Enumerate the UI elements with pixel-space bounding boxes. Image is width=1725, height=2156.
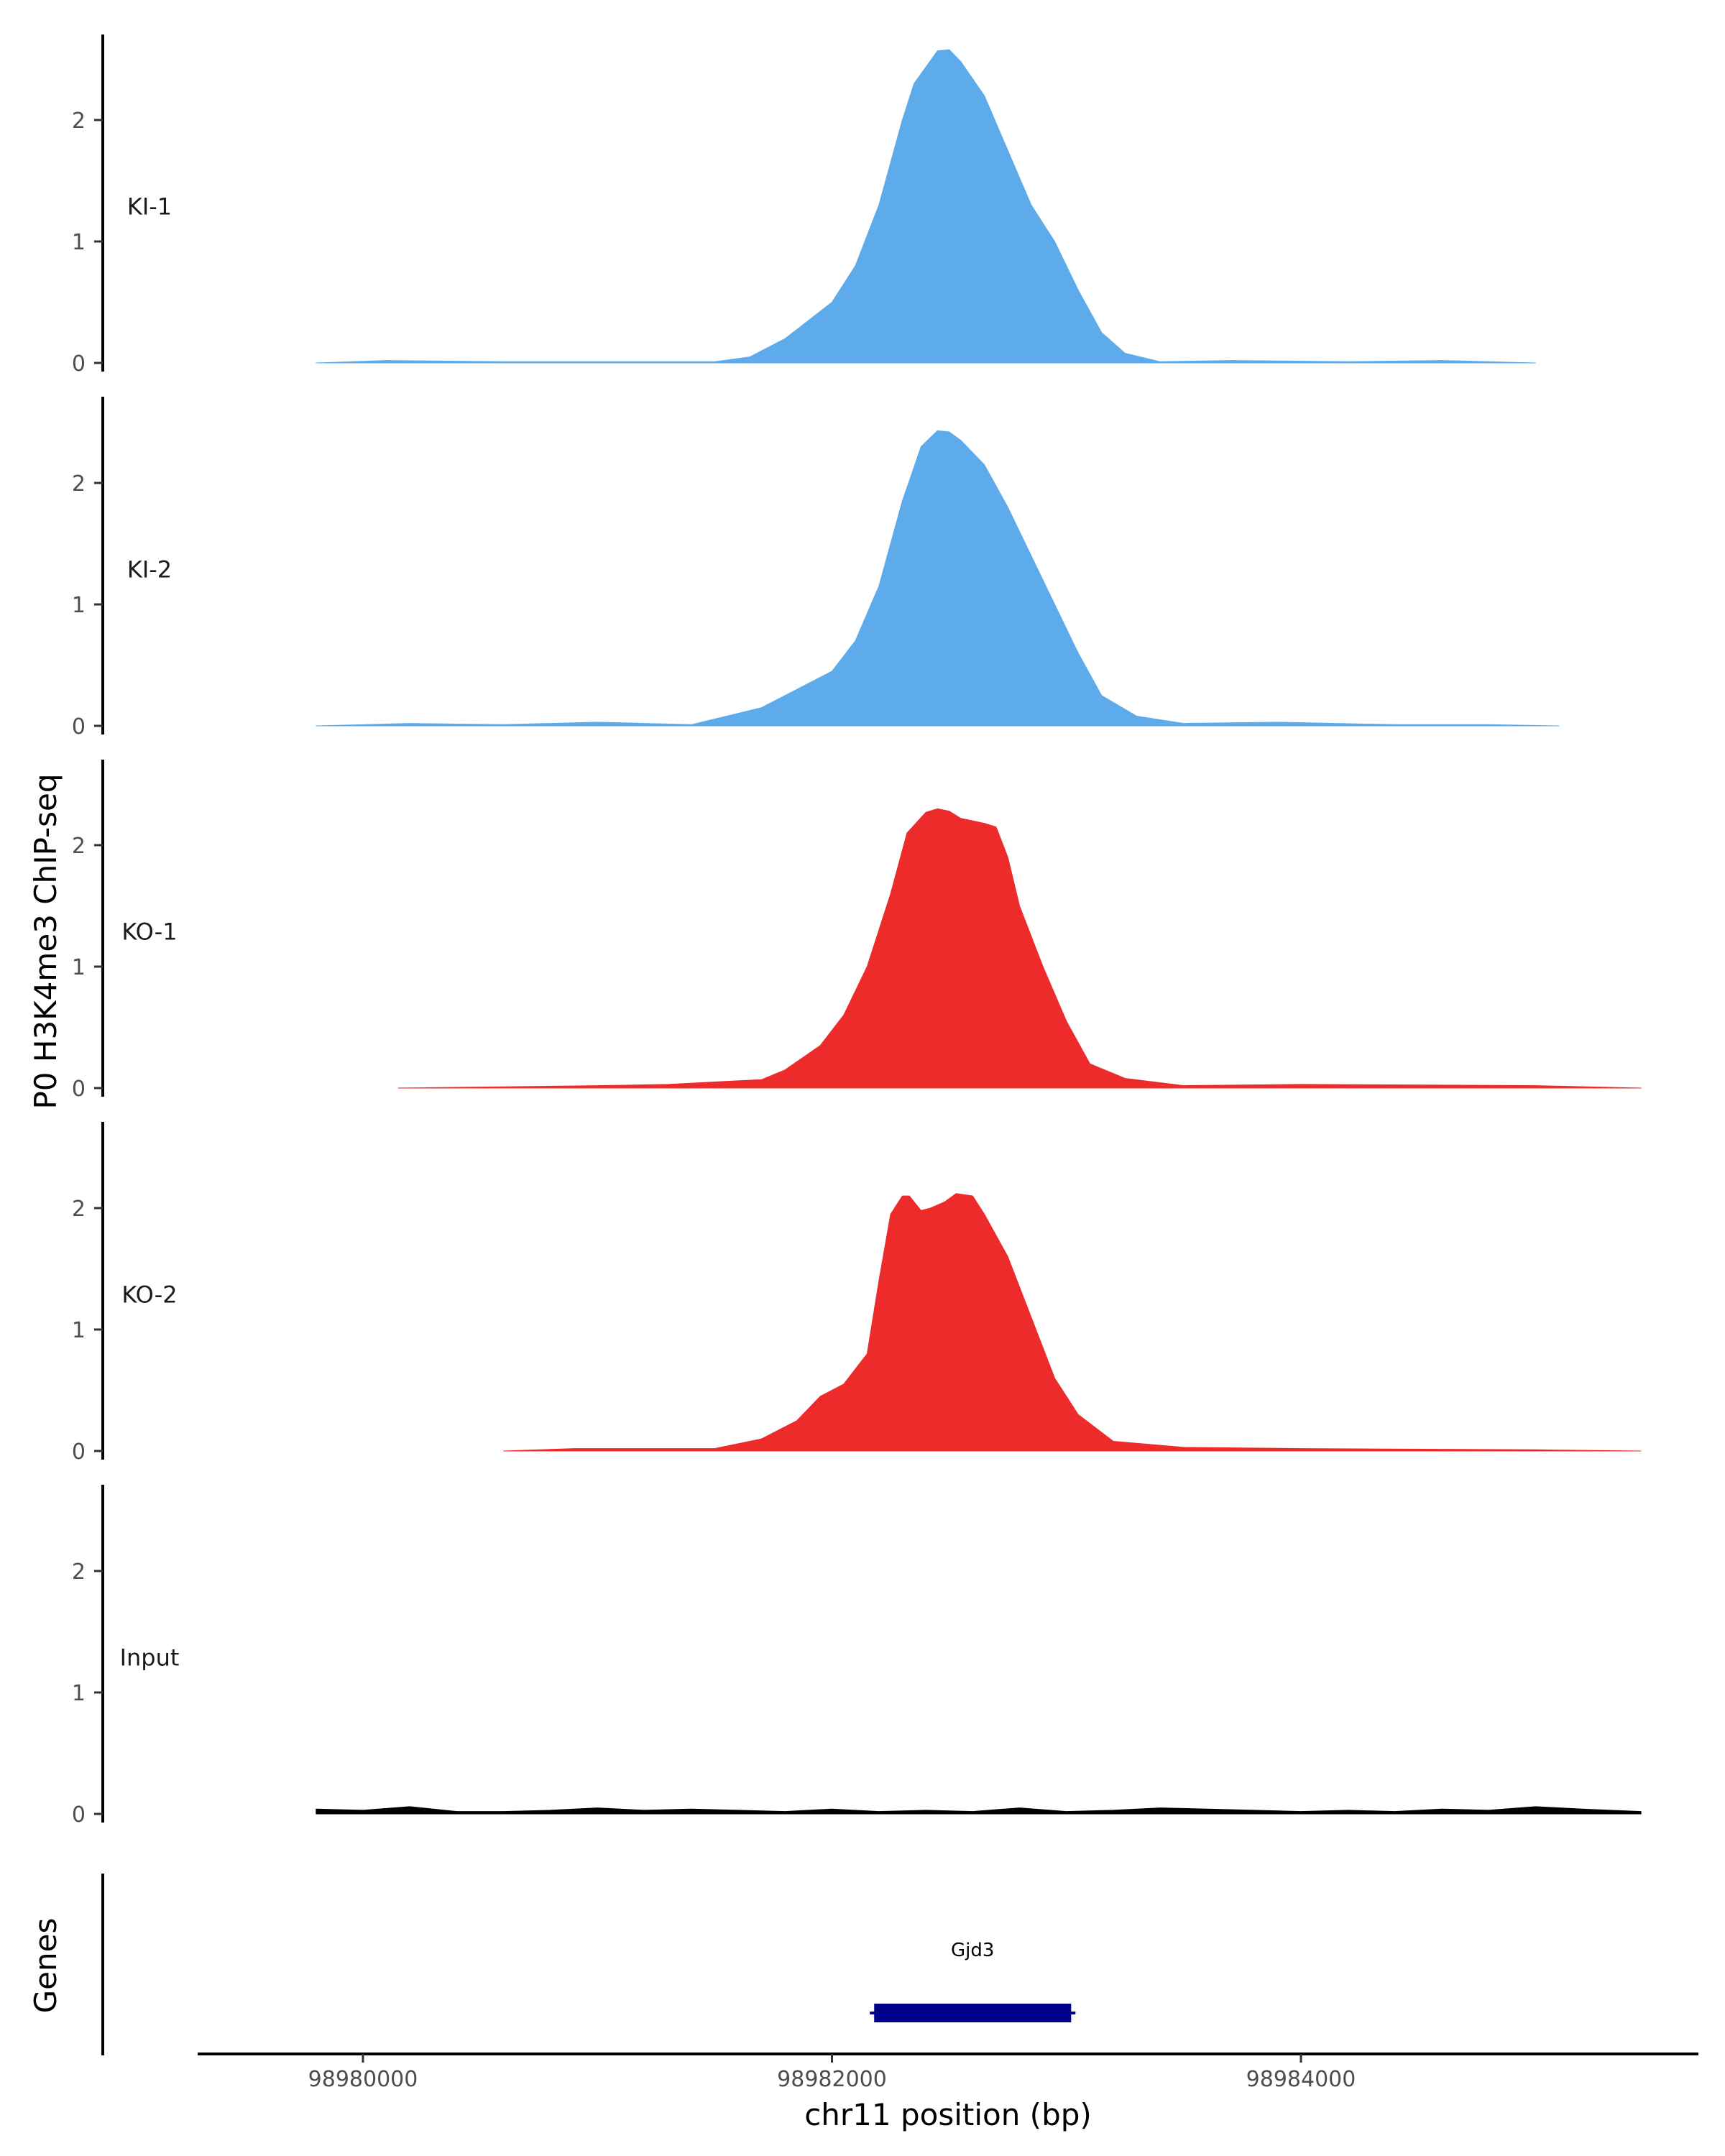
x-tick-label: 98984000 (1246, 2067, 1356, 2092)
track-input: 0 1 2 Input (72, 1485, 1642, 1828)
track-label: KI-2 (127, 556, 172, 584)
y-tick-label: 1 (72, 1318, 86, 1343)
y-tick-label: 0 (72, 351, 86, 377)
genes-panel: Gjd3 (101, 1874, 1076, 2055)
track-ko-1: 0 1 2 KO-1 (72, 760, 1642, 1102)
y-tick-label: 2 (72, 1560, 86, 1585)
signal-area-ko-1 (397, 808, 1642, 1089)
gene-label: Gjd3 (951, 1940, 994, 1961)
y-tick-label: 1 (72, 955, 86, 980)
track-label: Input (120, 1644, 180, 1672)
x-axis: 98980000 98982000 98984000 (198, 2053, 1698, 2092)
signal-area-ki-2 (316, 430, 1560, 727)
y-tick-label: 0 (72, 1802, 86, 1828)
y-tick-label: 2 (72, 471, 86, 497)
x-axis-title: chr11 position (bp) (804, 2097, 1092, 2132)
y-tick-label: 2 (72, 1197, 86, 1222)
y-tick-label: 0 (72, 1439, 86, 1465)
y-tick-label: 0 (72, 1077, 86, 1102)
y-tick-label: 1 (72, 1681, 86, 1706)
track-ki-2: 0 1 2 KI-2 (72, 397, 1560, 740)
y-tick-label: 1 (72, 593, 86, 618)
track-ko-2: 0 1 2 KO-2 (72, 1122, 1642, 1465)
x-tick-label: 98982000 (777, 2067, 887, 2092)
genes-axis-title: Genes (28, 1918, 63, 2014)
track-label: KO-2 (121, 1281, 177, 1309)
y-tick-label: 0 (72, 714, 86, 740)
signal-area-ko-2 (503, 1193, 1642, 1452)
y-tick-label: 2 (72, 834, 86, 859)
track-label: KO-1 (121, 918, 177, 946)
y-axis-title: P0 H3K4me3 ChIP-seq (28, 773, 63, 1109)
signal-area-input (316, 1806, 1642, 1815)
x-tick-label: 98980000 (308, 2067, 418, 2092)
tracks-layer: 0 1 2 KI-1 0 1 2 KI-2 0 1 2 KO-1 0 1 2 KO-2 0 1 2 Input (72, 34, 1642, 1828)
track-label: KI-1 (127, 193, 172, 221)
y-tick-label: 1 (72, 230, 86, 255)
signal-area-ki-1 (316, 49, 1536, 364)
track-ki-1: 0 1 2 KI-1 (72, 34, 1536, 377)
y-tick-label: 2 (72, 109, 86, 134)
